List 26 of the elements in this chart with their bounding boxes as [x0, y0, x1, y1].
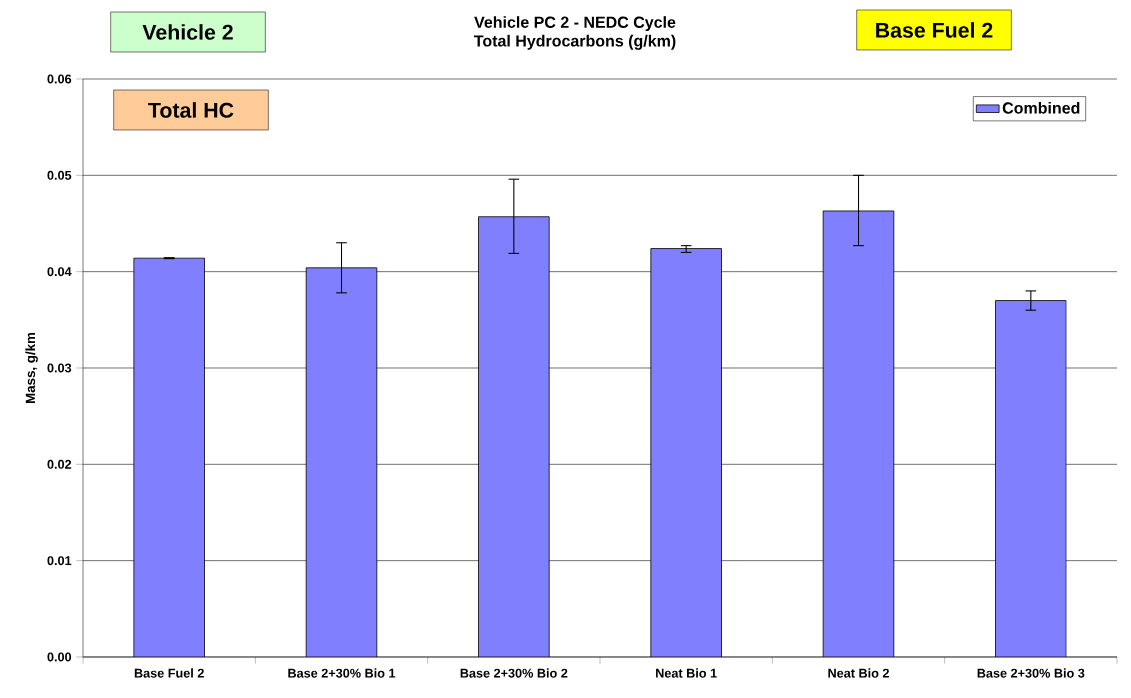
x-tick-label: Neat Bio 1 [656, 668, 717, 678]
bar [650, 248, 722, 657]
y-tick-label: 0.01 [47, 556, 72, 566]
text: Vehicle 2 [142, 24, 233, 40]
x-tick-label: Base 2+30% Bio 3 [977, 668, 1085, 678]
bar [305, 267, 378, 657]
x-tick-label: Base 2+30% Bio 2 [460, 668, 568, 678]
text: Base Fuel 2 [876, 22, 993, 38]
annotation: Total HC [148, 102, 234, 118]
y-tick-label: 0.05 [47, 170, 72, 180]
x-tick-label: Base 2+30% Bio 1 [288, 668, 396, 678]
chart-title: Vehicle PC 2 - NEDC Cycle [474, 16, 676, 32]
y-tick-label: 0.06 [47, 74, 72, 84]
bar [478, 216, 550, 657]
y-tick-label: 0.00 [47, 652, 72, 662]
x-tick-label: Base Fuel 2 [134, 668, 204, 678]
y-tick-label: 0.03 [47, 363, 72, 373]
bar [995, 300, 1067, 657]
bar [822, 210, 895, 657]
y-axis-title: Mass, g/km [25, 332, 38, 404]
y-tick-label: 0.02 [47, 459, 72, 469]
bar [133, 257, 205, 657]
y-tick-label: 0.04 [47, 267, 72, 277]
x-tick-label: Neat Bio 2 [828, 668, 889, 678]
legend-label: Combined [1002, 101, 1080, 114]
chart-subtitle: Total Hydrocarbons (g/km) [474, 34, 676, 50]
